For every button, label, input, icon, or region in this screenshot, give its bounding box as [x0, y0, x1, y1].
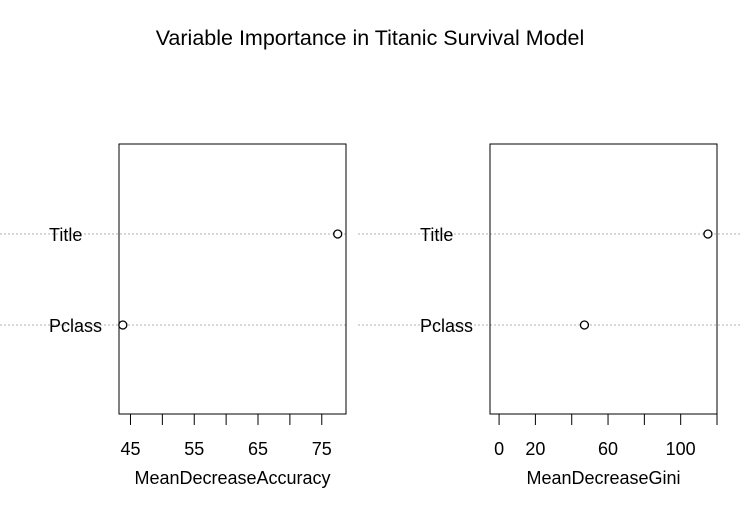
x-tick-label-2-20: 20 — [525, 439, 545, 459]
x-tick-label-1-75: 75 — [312, 439, 332, 459]
chart-title: Variable Importance in Titanic Survival … — [156, 26, 585, 50]
data-point-2-title — [703, 229, 713, 239]
data-point-2-pclass — [579, 320, 590, 330]
category-label-1-title: Title — [49, 225, 82, 245]
x-tick-label-2-0: 0 — [494, 439, 504, 459]
x-tick-label-2-100: 100 — [666, 439, 696, 459]
data-point-1-pclass — [118, 320, 128, 330]
panel-1-frame — [118, 143, 347, 415]
x-tick-label-1-65: 65 — [248, 439, 268, 459]
x-tick-label-1-55: 55 — [184, 439, 204, 459]
category-label-2-title: Title — [420, 225, 453, 245]
panel-2-frame — [489, 143, 718, 415]
x-tick-label-2-60: 60 — [598, 439, 618, 459]
x-axis-title-1: MeanDecreaseAccuracy — [134, 468, 330, 488]
x-axis-title-2: MeanDecreaseGini — [526, 468, 680, 488]
x-tick-label-1-45: 45 — [120, 439, 140, 459]
category-label-2-pclass: Pclass — [420, 316, 473, 336]
data-point-1-title — [333, 229, 343, 239]
category-label-1-pclass: Pclass — [49, 316, 102, 336]
